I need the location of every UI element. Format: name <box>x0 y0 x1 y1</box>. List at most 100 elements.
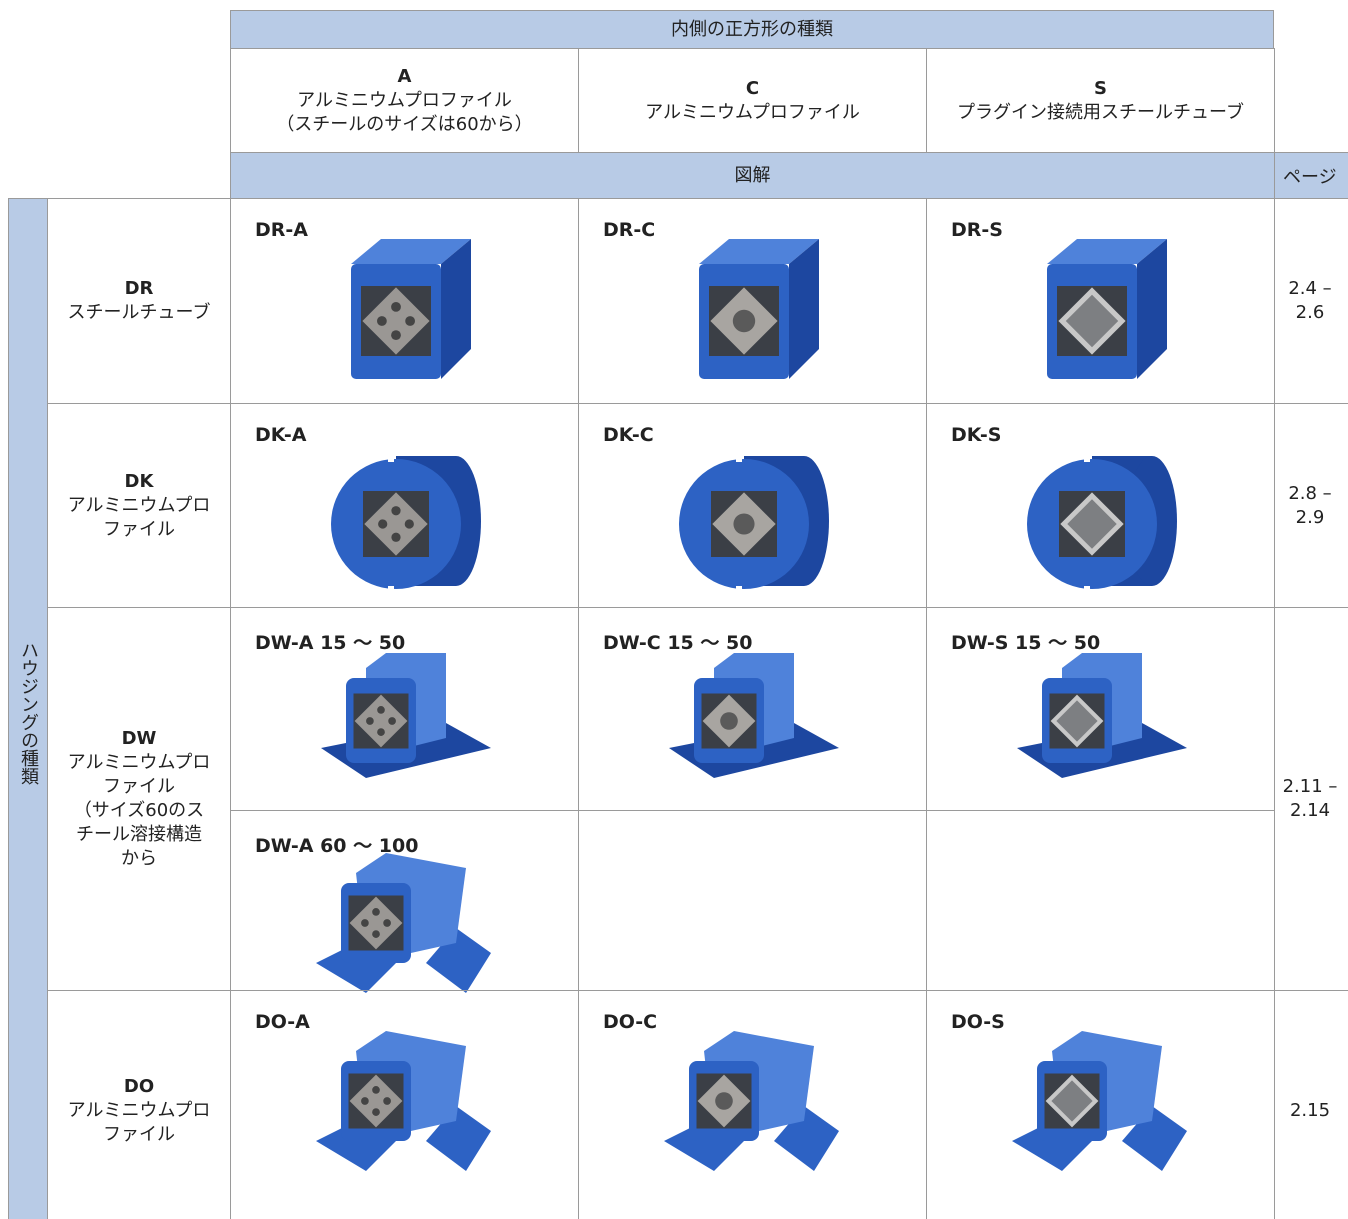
side-label: ハウジングの種類 <box>18 641 39 785</box>
shape <box>383 1097 391 1105</box>
shape <box>441 239 471 379</box>
cell-label: DK-S <box>951 424 1002 446</box>
shape <box>404 519 414 529</box>
page-ref: 2.9 <box>1295 506 1325 528</box>
shape <box>1137 239 1167 379</box>
cell-label: DO-C <box>603 1011 658 1033</box>
shape <box>391 506 401 516</box>
product-image <box>1012 1031 1187 1171</box>
shape <box>377 728 385 736</box>
product-image <box>669 653 839 778</box>
product-image <box>1017 653 1187 778</box>
page-ref: 2.14 <box>1289 800 1331 821</box>
illustration-header-cell: 図解 <box>230 152 1275 199</box>
illustration-cell: DW-C 15 ～ 50 <box>578 607 927 811</box>
column-header: A アルミニウムプロファイル （スチールのサイズは60から） <box>230 48 579 153</box>
shape <box>349 896 403 950</box>
column-code: A <box>397 65 412 87</box>
illustration-cell: DR-C <box>578 198 927 404</box>
shape <box>1047 239 1167 264</box>
column-code: C <box>745 77 760 99</box>
row-text: から <box>121 848 157 869</box>
column-text: プラグイン接続用スチールチューブ <box>957 101 1244 123</box>
illustration-cell <box>578 810 927 991</box>
row-header: DR スチールチューブ <box>47 198 231 404</box>
product-image <box>1027 454 1177 594</box>
shape <box>372 908 380 916</box>
shape <box>732 309 756 333</box>
product-image <box>321 653 491 778</box>
row-text: （サイズ60のス <box>73 800 205 821</box>
illustration-cell: DO-A <box>230 990 579 1219</box>
page-ref: 2.8 – <box>1288 482 1332 504</box>
shape <box>1067 499 1117 549</box>
page-cell: 2.4 – 2.6 <box>1274 198 1348 404</box>
shape <box>1084 586 1090 594</box>
column-header: S プラグイン接続用スチールチューブ <box>926 48 1275 153</box>
product-image <box>316 1031 491 1171</box>
page-header-cell: ページ <box>1274 152 1348 199</box>
shape <box>1056 700 1098 742</box>
shape <box>377 706 385 714</box>
cell-label: DW-A 60 ～ 100 <box>255 835 419 857</box>
shape <box>391 532 401 542</box>
cell-label: DK-A <box>255 424 307 446</box>
cell-label: DW-S 15 ～ 50 <box>951 632 1101 654</box>
illustration-cell: DK-A <box>230 403 579 608</box>
row-code: DO <box>123 1075 155 1097</box>
shape <box>388 586 394 594</box>
column-text: アルミニウムプロファイル <box>645 101 860 123</box>
row-text: チール溶接構造 <box>76 824 202 845</box>
illustration-cell: DR-S <box>926 198 1275 404</box>
shape <box>361 1097 369 1105</box>
cell-label: DW-A 15 ～ 50 <box>255 632 406 654</box>
cell-label: DK-C <box>603 424 654 446</box>
row-code: DR <box>124 278 154 299</box>
cell-label: DW-C 15 ～ 50 <box>603 632 753 654</box>
shape <box>733 513 755 535</box>
page-cell: 2.8 –2.9 <box>1274 403 1348 608</box>
page-cell: 2.15 <box>1274 990 1348 1219</box>
illustration-cell: DW-A 60 ～ 100 <box>230 810 579 993</box>
shape <box>362 287 430 355</box>
row-text: アルミニウムプロ <box>67 494 211 516</box>
cell-label: DO-S <box>951 1011 1005 1033</box>
shape <box>372 1086 380 1094</box>
shape <box>1084 454 1090 462</box>
side-label-cell: ハウジングの種類 <box>8 198 48 1219</box>
column-text: （スチールのサイズは60から） <box>276 113 533 135</box>
row-text: アルミニウムプロ <box>67 1099 211 1121</box>
illustration-cell <box>926 810 1275 991</box>
row-code: DW <box>121 728 157 749</box>
column-header: C アルミニウムプロファイル <box>578 48 927 153</box>
shape <box>736 586 742 594</box>
page-header: ページ <box>1283 166 1337 188</box>
cell-label: DR-S <box>951 219 1003 241</box>
shape <box>372 930 380 938</box>
illustration-cell: DK-C <box>578 403 927 608</box>
shape <box>1065 294 1119 348</box>
product-image <box>1047 239 1167 379</box>
illustration-header: 図解 <box>734 164 771 186</box>
cell-label: DR-C <box>603 219 656 241</box>
page-ref: 2.4 – <box>1288 278 1332 299</box>
row-code: DK <box>124 470 154 492</box>
shape <box>388 717 396 725</box>
page-cell: 2.11 – 2.14 <box>1274 607 1348 991</box>
product-image <box>699 239 819 379</box>
shape <box>349 1074 403 1128</box>
product-image <box>316 853 491 993</box>
shape <box>388 454 394 462</box>
shape <box>361 919 369 927</box>
product-image <box>351 239 471 379</box>
cell-label: DO-A <box>255 1011 310 1033</box>
shape <box>720 712 738 730</box>
shape <box>699 239 819 264</box>
shape <box>405 316 416 326</box>
shape <box>376 316 387 326</box>
shape <box>1051 1080 1093 1122</box>
illustration-cell: DO-C <box>578 990 927 1219</box>
shape <box>351 239 471 264</box>
shape <box>366 717 374 725</box>
row-text: ファイル <box>103 776 175 797</box>
